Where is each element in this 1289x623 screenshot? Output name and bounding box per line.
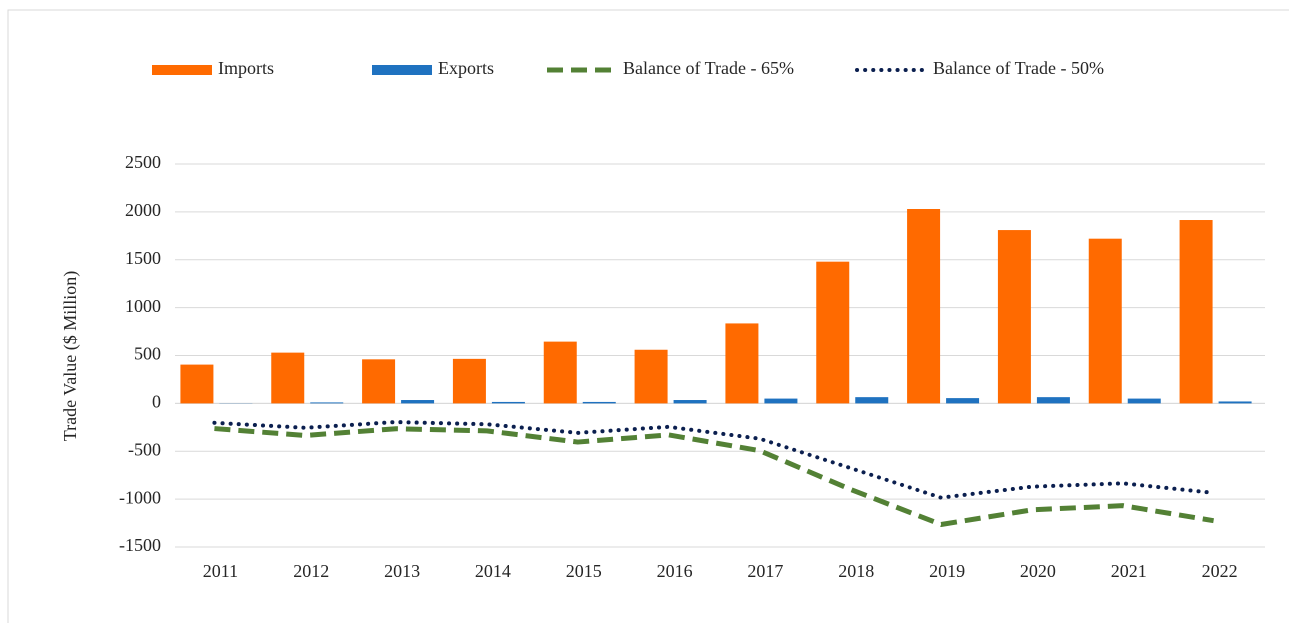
y-tick-label: -1000	[119, 487, 161, 507]
bar	[1036, 397, 1070, 404]
y-tick-label: 0	[152, 392, 161, 412]
bar	[673, 400, 707, 404]
line	[214, 426, 1214, 527]
legend-label: Balance of Trade - 50%	[933, 58, 1104, 78]
y-tick-label: 500	[134, 344, 161, 364]
bar	[1127, 398, 1161, 404]
bar	[271, 352, 305, 404]
bar	[543, 341, 577, 404]
x-tick-label: 2017	[747, 561, 783, 581]
bar	[855, 397, 889, 404]
x-tick-label: 2016	[657, 561, 693, 581]
y-tick-label: 1500	[125, 248, 161, 268]
bar	[907, 209, 941, 404]
bar	[997, 230, 1031, 404]
bar	[1179, 220, 1213, 404]
bar	[582, 401, 616, 404]
bar	[764, 398, 798, 404]
x-tick-label: 2019	[929, 561, 965, 581]
legend-label: Imports	[218, 58, 274, 78]
x-tick-label: 2022	[1202, 561, 1238, 581]
legend-label: Exports	[438, 58, 494, 78]
x-tick-label: 2018	[838, 561, 874, 581]
bar	[362, 359, 396, 404]
y-tick-label: 2500	[125, 152, 161, 172]
chart-frame	[7, 9, 1289, 623]
legend-swatch	[372, 65, 432, 75]
bar	[401, 400, 435, 404]
bar	[634, 349, 668, 404]
y-tick-label: -500	[128, 439, 161, 459]
y-axis-title: Trade Value ($ Million)	[60, 271, 81, 442]
bar	[725, 323, 759, 404]
y-tick-label: 1000	[125, 296, 161, 316]
legend-swatch	[152, 65, 212, 75]
x-tick-label: 2014	[475, 561, 511, 581]
legend-label: Balance of Trade - 65%	[623, 58, 794, 78]
line	[212, 420, 1216, 500]
x-tick-label: 2015	[566, 561, 602, 581]
x-tick-label: 2020	[1020, 561, 1056, 581]
y-tick-label: -1500	[119, 535, 161, 555]
x-tick-label: 2012	[293, 561, 329, 581]
bar	[491, 401, 525, 404]
bar	[946, 398, 980, 404]
bar	[1218, 401, 1252, 404]
bar	[1088, 238, 1122, 404]
bar	[310, 402, 344, 404]
y-tick-label: 2000	[125, 200, 161, 220]
x-tick-label: 2021	[1111, 561, 1147, 581]
bar	[816, 261, 850, 404]
bar	[180, 364, 214, 404]
x-tick-label: 2011	[203, 561, 238, 581]
bar	[452, 358, 486, 404]
x-tick-label: 2013	[384, 561, 420, 581]
